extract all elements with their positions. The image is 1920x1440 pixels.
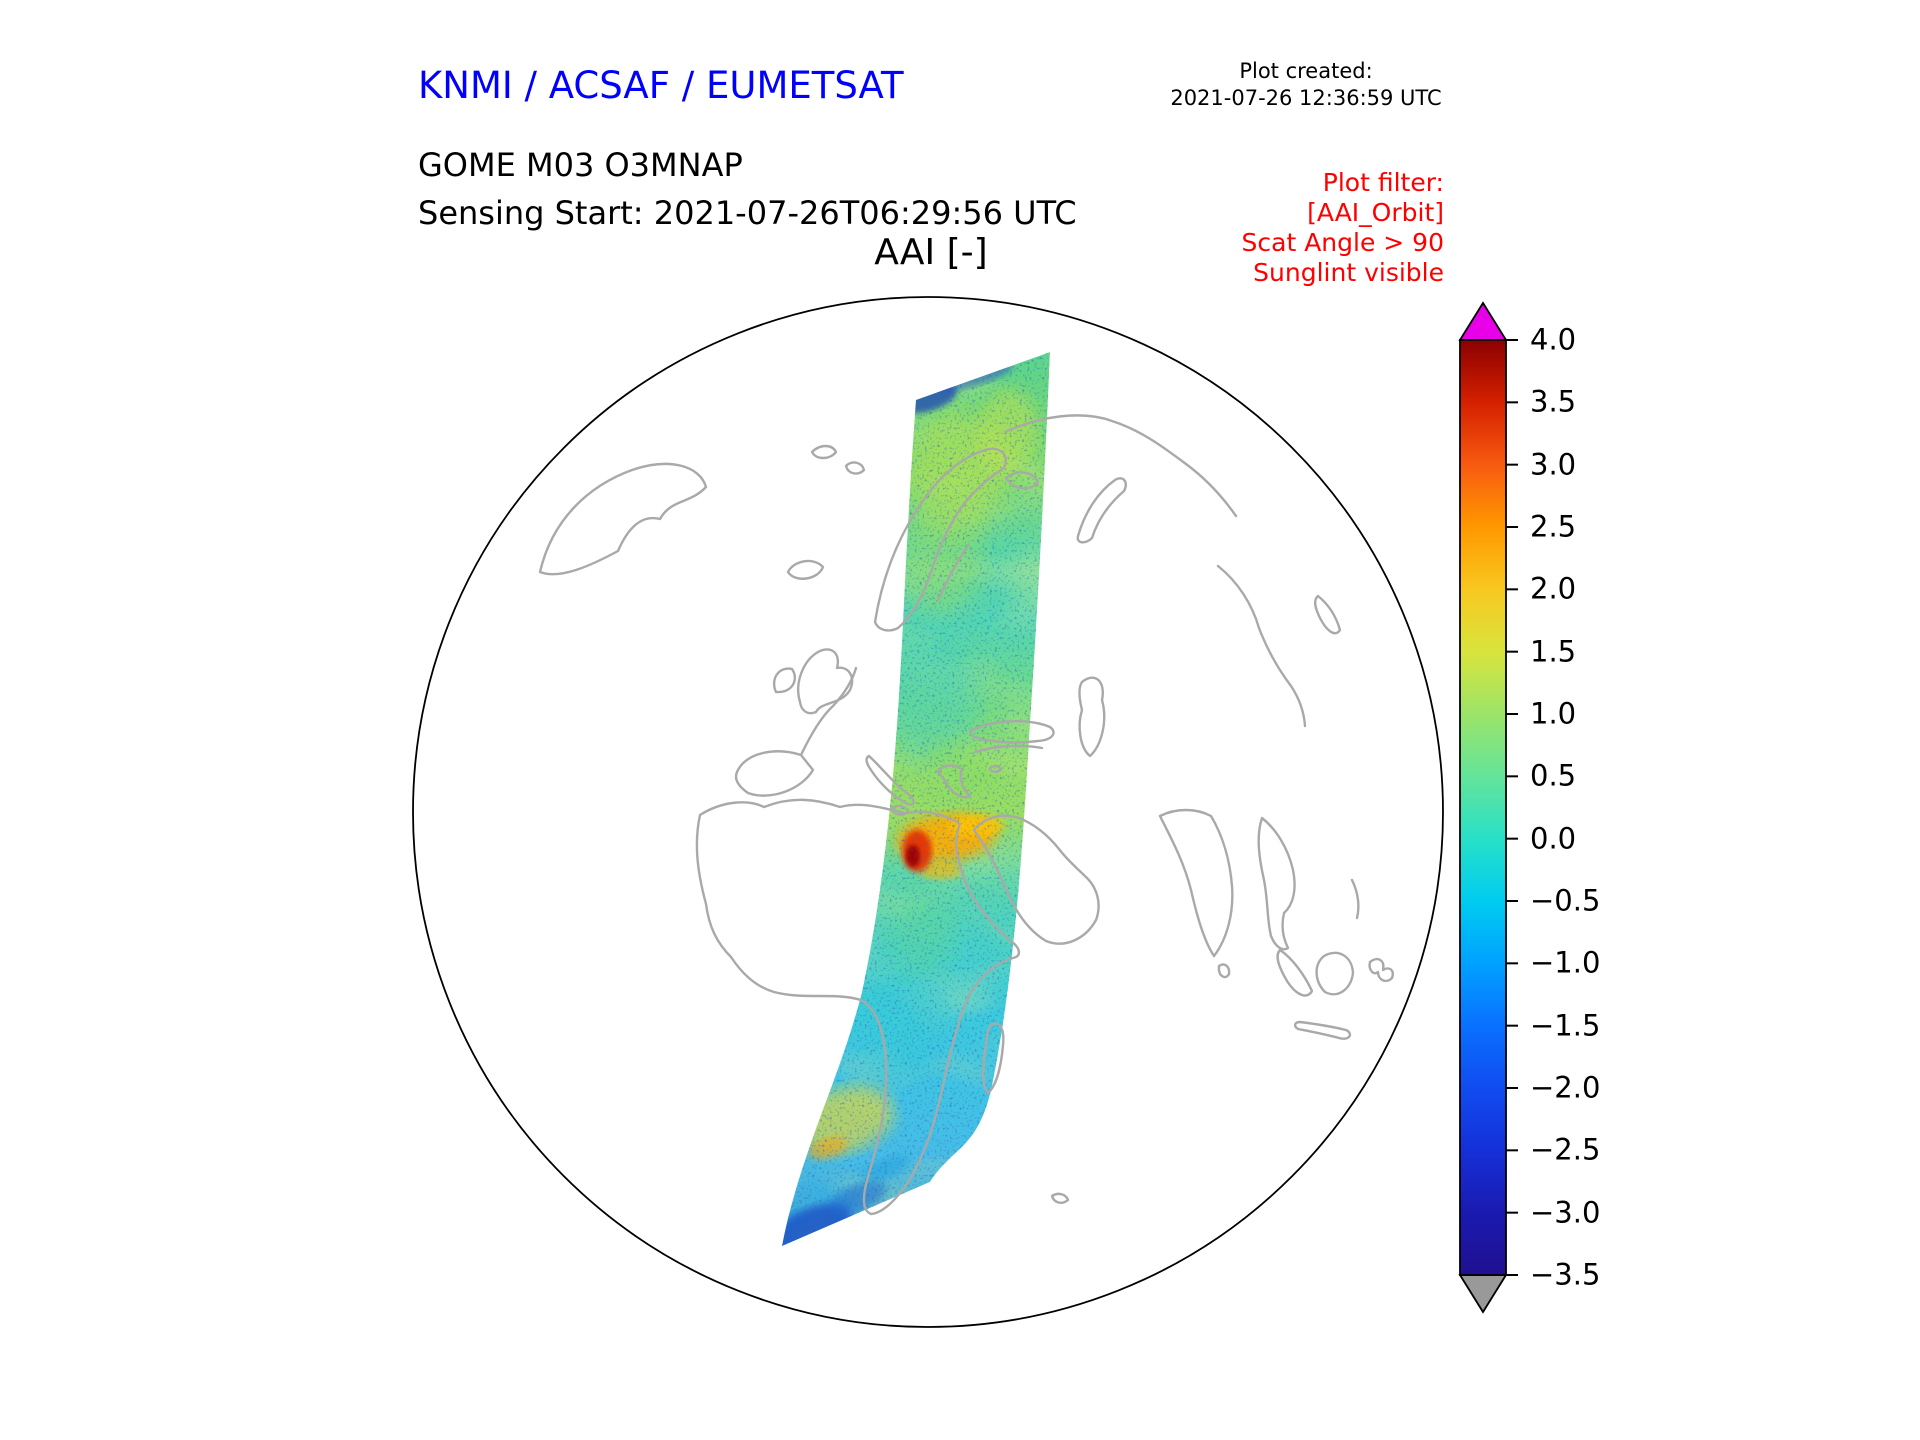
swath-speckle-texture — [782, 352, 1050, 1246]
coast-india — [1158, 808, 1234, 958]
colorbar-tick-label: 0.0 — [1530, 821, 1577, 856]
colorbar-tick-label: −1.0 — [1530, 945, 1601, 980]
colorbar-gradient-bar — [1459, 339, 1507, 1276]
coast-novaya-zemlya — [1076, 477, 1128, 544]
colorbar-tick-label: 2.5 — [1530, 509, 1577, 544]
colorbar-tick-label: 1.5 — [1530, 634, 1577, 669]
plot-created-label: Plot created: — [1239, 59, 1373, 83]
organisation-title: KNMI / ACSAF / EUMETSAT — [418, 64, 904, 107]
plot-filter-orbit: [AAI_Orbit] — [1307, 198, 1444, 227]
colorbar-ticks — [1506, 339, 1518, 1276]
coast-java — [1293, 1020, 1352, 1040]
coast-svalbard — [810, 444, 838, 460]
plot-created-value: 2021-07-26 12:36:59 UTC — [1170, 86, 1442, 110]
coast-philippines — [1350, 878, 1360, 920]
coast-arabia — [972, 814, 1100, 945]
coast-scandinavia — [873, 447, 1007, 632]
coast-iceland — [786, 559, 825, 580]
coast-greece — [936, 764, 972, 799]
colorbar-tick-label: −2.5 — [1530, 1132, 1601, 1167]
coast-baltic — [936, 544, 970, 602]
sensing-start: Sensing Start: 2021-07-26T06:29:56 UTC — [418, 194, 1077, 232]
coast-east-asia — [1216, 564, 1307, 728]
coast-japan — [1313, 594, 1342, 635]
colorbar-tick-label: 0.5 — [1530, 758, 1577, 793]
colorbar-tick-label: −2.0 — [1530, 1070, 1601, 1105]
colorbar-tick-label: 1.0 — [1530, 696, 1577, 731]
plot-filter-scat-angle: Scat Angle > 90 — [1241, 228, 1444, 257]
plot-created-block: Plot created: 2021-07-26 12:36:59 UTC — [1150, 58, 1462, 112]
coast-madagascar — [982, 1022, 1005, 1095]
coast-iberia — [734, 750, 815, 797]
coast-sulawesi — [1368, 958, 1394, 983]
coast-italy — [865, 754, 915, 806]
coast-kola — [1004, 471, 1040, 490]
plot-filter-sunglint: Sunglint visible — [1253, 258, 1444, 287]
colorbar-tick-label: −1.5 — [1530, 1008, 1601, 1043]
coastlines — [538, 414, 1394, 1216]
globe-interior — [538, 352, 1394, 1246]
coast-greenland — [538, 462, 708, 576]
coast-borneo — [1315, 951, 1355, 996]
colorbar-tick-label: 2.0 — [1530, 571, 1577, 606]
product-title: GOME M03 O3MNAP — [418, 146, 743, 184]
colorbar-tick-label: −3.5 — [1530, 1257, 1601, 1292]
coast-sumatra — [1276, 948, 1314, 997]
colorbar-tick-label: 3.5 — [1530, 384, 1577, 419]
coast-britain — [797, 648, 854, 715]
plot-filter-block: Plot filter: [AAI_Orbit] Scat Angle > 90… — [1242, 168, 1444, 288]
coast-indochina — [1257, 816, 1296, 951]
coast-arctic-russia — [1003, 414, 1238, 518]
coast-ireland — [772, 667, 797, 694]
coast-black-sea — [969, 720, 1055, 744]
coast-srilanka — [1217, 963, 1231, 979]
coast-caspian — [1078, 676, 1106, 758]
globe-outline — [412, 296, 1444, 1328]
coast-france — [799, 666, 858, 757]
plot-title: AAI [-] — [874, 232, 988, 273]
plot-filter-label: Plot filter: — [1322, 168, 1444, 197]
colorbar-tick-label: 4.0 — [1530, 322, 1577, 357]
colorbar-tick-label: −0.5 — [1530, 883, 1601, 918]
orbit-swath — [782, 352, 1050, 1246]
colorbar-tick-label: −3.0 — [1530, 1195, 1601, 1230]
colorbar-under-arrow — [1458, 1274, 1508, 1314]
coast-cyprus — [988, 765, 1003, 773]
coast-anatolia — [973, 744, 1044, 754]
colorbar — [1458, 301, 1518, 1314]
coast-southern-islands — [1050, 1192, 1070, 1204]
coast-africa — [695, 798, 1021, 1216]
colorbar-tick-label: 3.0 — [1530, 447, 1577, 482]
colorbar-over-arrow — [1458, 301, 1508, 341]
